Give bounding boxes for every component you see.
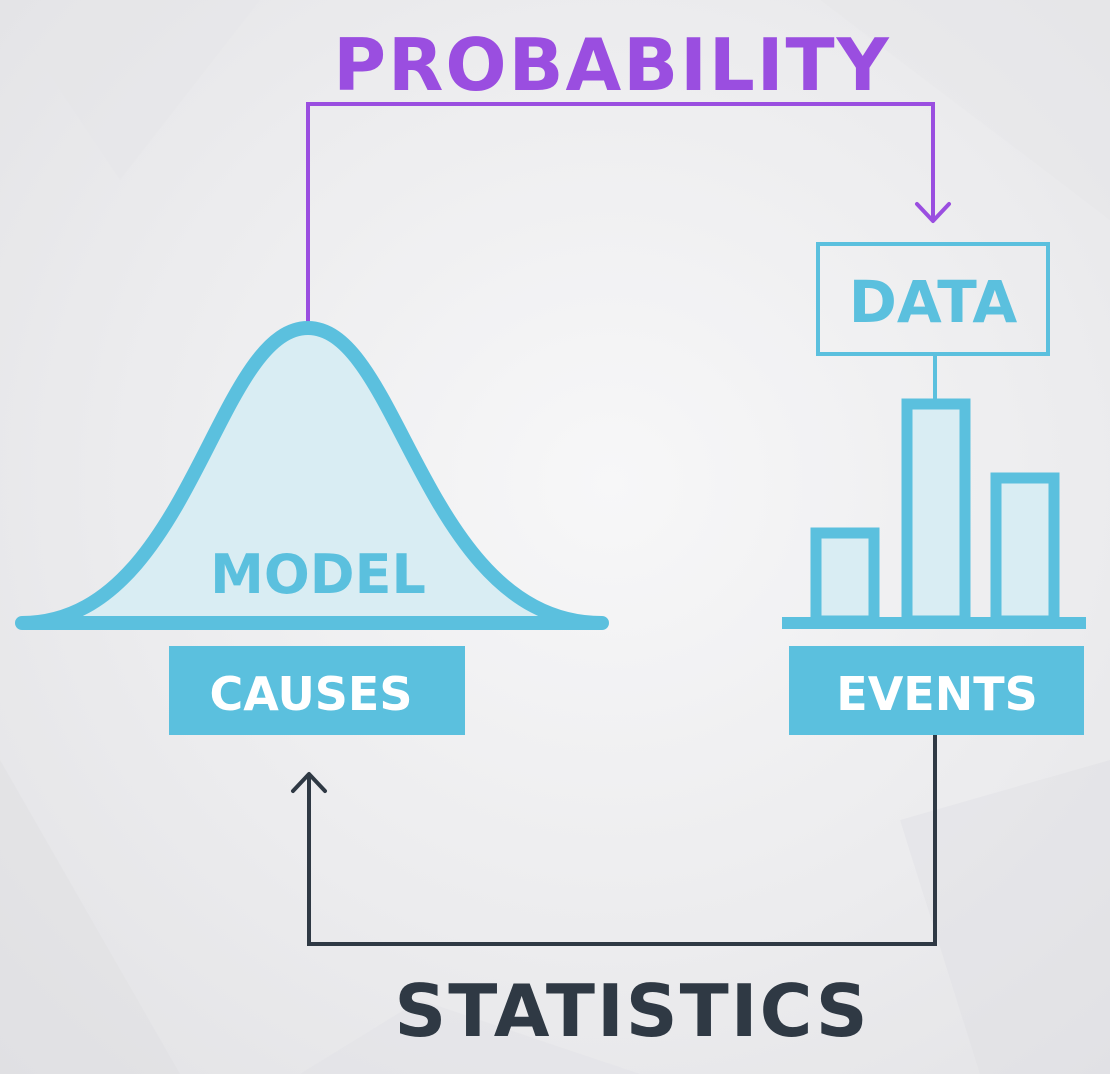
statistics-connector [307, 735, 937, 946]
bar-middle [901, 398, 971, 627]
bar-right [990, 472, 1060, 627]
probability-connector [306, 102, 935, 326]
bar-left [810, 527, 880, 627]
causes-box [169, 646, 465, 735]
events-label: EVENTS [836, 667, 1037, 721]
data-label: DATA [849, 268, 1018, 336]
events-box [789, 646, 1084, 735]
causes-label: CAUSES [210, 667, 413, 721]
arrow-down-icon [915, 202, 951, 223]
statistics-label: STATISTICS [394, 969, 869, 1053]
bar-chart-icon [782, 398, 1086, 629]
bell-curve-icon [15, 321, 609, 630]
model-label: MODEL [210, 543, 426, 606]
probability-label: PROBABILITY [333, 23, 891, 107]
arrow-up-icon [291, 772, 327, 793]
